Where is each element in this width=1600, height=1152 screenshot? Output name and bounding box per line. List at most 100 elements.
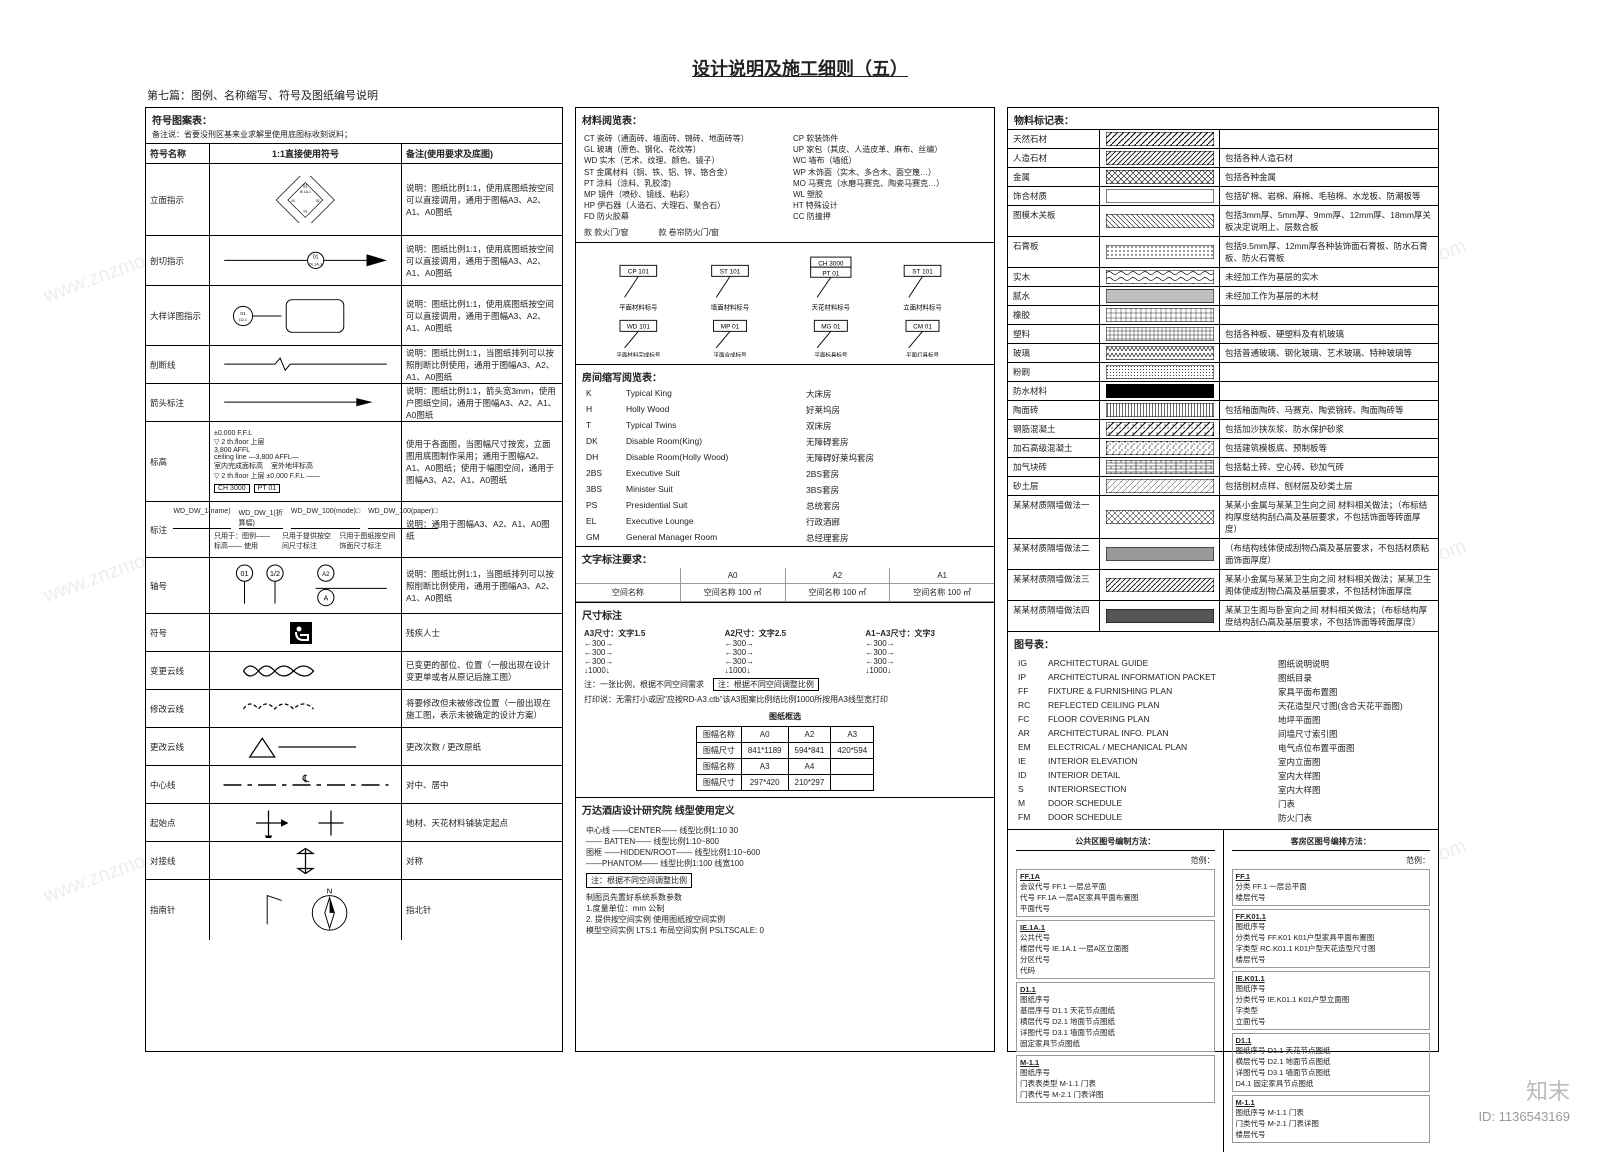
row-name: 指南针 [146, 880, 210, 940]
drawing-row: SINTERIORSECTION室内大样图 [1018, 783, 1428, 797]
room-row: TTypical Twins双床房 [576, 418, 994, 434]
room-row: GMGeneral Manager Room总经理套房 [576, 530, 994, 546]
tag3: WD_DW_100(mode)□ [291, 508, 360, 529]
row-remark: 说明：图纸比例1:1，使用底图纸按空间可以直接调用，通用于图幅A3、A2、A1、… [402, 164, 562, 235]
drawing-row: IGARCHITECTURAL GUIDE图纸说明说明 [1018, 657, 1428, 671]
row-name: 更改云线 [146, 728, 210, 765]
paper-size-table: 图幅名称A0A2A3图幅尺寸841*1189594*841420*594图幅名称… [696, 726, 874, 791]
change-triangle-icon [214, 732, 397, 762]
hatch-row: 天然石材 [1008, 129, 1438, 149]
material-list-right: CP 软装饰件UP 家包（其皮、人造皮革、麻布、丝编）WC 墙布（墙纸）WP 木… [793, 133, 986, 223]
break-line-icon [214, 350, 397, 380]
row-name: 标高 [146, 422, 210, 501]
svg-text:MG 01: MG 01 [821, 323, 841, 330]
svg-text:平面材料标号: 平面材料标号 [619, 302, 657, 311]
svg-text:天花材料标号: 天花材料标号 [812, 302, 850, 311]
svg-text:WD 101: WD 101 [627, 323, 651, 330]
room-row: 3BSMinister Suit3BS套房 [576, 482, 994, 498]
row-remark: 说明：图纸比例1:1，使用底图纸按空间可以直接调用，通用于图幅A3、A2、A1、… [402, 236, 562, 285]
room-row: HHolly Wood好莱坞房 [576, 402, 994, 418]
row-name: 修改云线 [146, 690, 210, 727]
hatch-heading: 物料标记表： [1008, 108, 1438, 129]
drawing-row: FFFIXTURE & FURNISHING PLAN家具平面布置图 [1018, 685, 1428, 699]
row-remark: 对称 [402, 842, 562, 879]
th-name: 符号名称 [146, 144, 210, 163]
row-name: 削断线 [146, 346, 210, 383]
symmetry-icon [214, 846, 397, 876]
drawing-code-list: IGARCHITECTURAL GUIDE图纸说明说明IPARCHITECTUR… [1008, 653, 1438, 830]
hatch-row: 橡胶 [1008, 306, 1438, 325]
hatch-row: 饰合材质包括矿棉、岩棉、麻棉、毛毡棉、水龙板、防潮板等 [1008, 187, 1438, 206]
svg-text:平面合成标号: 平面合成标号 [713, 351, 747, 357]
svg-text:CM 01: CM 01 [913, 323, 932, 330]
row-remark: 说明：图纸比例1:1，当图纸排列可以按照削断比例使用，通用于图幅A3、A2、A1… [402, 558, 562, 613]
svg-text:平面灯具标号: 平面灯具标号 [906, 351, 940, 357]
drawing-row: MDOOR SCHEDULE门表 [1018, 797, 1428, 811]
level-pt: PT 01 [254, 484, 281, 493]
svg-text:01: 01 [240, 311, 246, 317]
wheelchair-icon [214, 618, 397, 648]
row-name: 箭头标注 [146, 384, 210, 421]
dim-heading: 尺寸标注 [576, 603, 994, 624]
svg-text:墙面材料标号: 墙面材料标号 [711, 302, 749, 311]
hatch-row: 腻水未经加工作为基层的木材 [1008, 287, 1438, 306]
row-name: 对接线 [146, 842, 210, 879]
centerline-icon: ℄ [214, 770, 397, 800]
drawing-row: IDINTERIOR DETAIL室内大样图 [1018, 769, 1428, 783]
hatch-row: 人造石材包括各种人造石材 [1008, 149, 1438, 168]
hatch-row: 金属包括各种金属 [1008, 168, 1438, 187]
room-row: DHDisable Room(Holly Wood)无障碍好莱坞套房 [576, 450, 994, 466]
svg-text:A: A [323, 595, 328, 603]
material-diagram: CP 101平面材料标号 ST 101墙面材料标号 CH 3000PT 01天花… [576, 243, 994, 365]
n2: 只用于提供按空间尺寸标注 [282, 531, 331, 551]
svg-text:A2: A2 [322, 571, 330, 578]
hatch-row: 防水材料 [1008, 382, 1438, 401]
svg-text:ST 101: ST 101 [720, 268, 741, 275]
hatch-row: 石膏板包括9.5mm厚、12mm厚各种装饰面石膏板、防水石膏板、防火石膏板 [1008, 237, 1438, 268]
linew-heading: 万达酒店设计研究院 线型使用定义 [576, 798, 994, 819]
materials-heading: 材料阅览表： [576, 108, 994, 129]
svg-text:立面材料标号: 立面材料标号 [903, 302, 941, 311]
level-ch: CH 3000 [214, 484, 250, 493]
svg-text:1/2: 1/2 [270, 570, 280, 578]
level-floor2: ▽ 2 th.floor 上层 [214, 437, 265, 447]
numbering-box: M-1.1图纸序号 M-1.1 门表 门类代号 M-2.1 门表详图 楼层代号 [1232, 1095, 1431, 1143]
modify-cloud-icon [214, 694, 397, 724]
row-remark: 使用于各面图，当图幅尺寸按宽，立面图用底图制作采用；通用于图幅A2、A1、A0图… [402, 422, 562, 501]
hatch-row: 加石高级混凝土包括建筑模板底、预制板等 [1008, 439, 1438, 458]
lineweight-spec: 中心线 ——CENTER—— 线型比例1:10 30—— BATTEN—— 线型… [576, 819, 994, 942]
svg-text:02: 02 [316, 199, 320, 203]
door-fire: 款 款火门/窗 [584, 227, 628, 238]
drawing-row: FCFLOOR COVERING PLAN地坪平面图 [1018, 713, 1428, 727]
hatch-table: 天然石材人造石材包括各种人造石材金属包括各种金属饰合材质包括矿棉、岩棉、麻棉、毛… [1008, 129, 1438, 632]
svg-text:01: 01 [241, 570, 249, 578]
row-remark: 残疾人士 [402, 614, 562, 651]
text-req-heading: 文字标注要求： [576, 547, 994, 568]
level-elev: 3,800 AFFL [214, 447, 250, 454]
revision-cloud-icon [214, 656, 397, 686]
row-name: 变更云线 [146, 652, 210, 689]
svg-text:01: 01 [313, 254, 319, 260]
n1: 只用于：图例—— 标高—— 使用 [214, 531, 274, 551]
svg-text:MP 01: MP 01 [721, 323, 740, 330]
level-ffl: ±0.000 F.F.L [214, 430, 252, 437]
tag1: WD_DW_1(name) [173, 508, 230, 529]
row-remark: 说明：图纸比例1:1，使用底图纸按空间可以直接调用，通用于图幅A3、A2、A1、… [402, 286, 562, 345]
room-heading: 房间缩写阅览表： [576, 365, 994, 386]
tag2: WD_DW_1(折算幅) [239, 508, 283, 529]
numbering-box: D1.1图纸序号 基层序号 D1.1 天花节点图纸 横层代号 D2.1 地面节点… [1016, 982, 1215, 1052]
th-remark: 备注(使用要求及底图) [402, 144, 562, 163]
svg-text:04: 04 [291, 199, 295, 203]
drawing-row: FMDOOR SCHEDULE防火门表 [1018, 811, 1428, 825]
drawing-row: ARARCHITECTURAL INFO. PLAN间墙尺寸索引图 [1018, 727, 1428, 741]
hatch-row: 某某材质隔墙做法一某某小金属与某某卫生向之间 材料相关做法；（布标结构厚度结构刮… [1008, 496, 1438, 539]
symbols-heading: 符号图案表： [146, 108, 562, 129]
svg-text:平面材料完成标号: 平面材料完成标号 [616, 351, 661, 357]
panel-materials: 材料阅览表： CT 瓷砖（通面砖、墙面砖、锦砖、地面砖等）GL 玻璃（原色、钢化… [575, 107, 995, 1052]
hatch-row: 图模木关板包括3mm厚、5mm厚、9mm厚、12mm厚、18mm厚关板决定说明上… [1008, 206, 1438, 237]
drawing-row: IEINTERIOR ELEVATION室内立面图 [1018, 755, 1428, 769]
hatch-row: 陶面砖包括釉面陶砖、马赛克、陶瓷锦砖、陶面陶砖等 [1008, 401, 1438, 420]
material-list-left: CT 瓷砖（通面砖、墙面砖、锦砖、地面砖等）GL 玻璃（原色、钢化、花纹等）WD… [584, 133, 777, 223]
svg-text:IS.1A.1: IS.1A.1 [309, 262, 323, 267]
numbering-scheme: 公共区图号编制方法： 范例： FF.1A会议代号 FF.1 一层总平面 代号 F… [1008, 830, 1438, 1152]
